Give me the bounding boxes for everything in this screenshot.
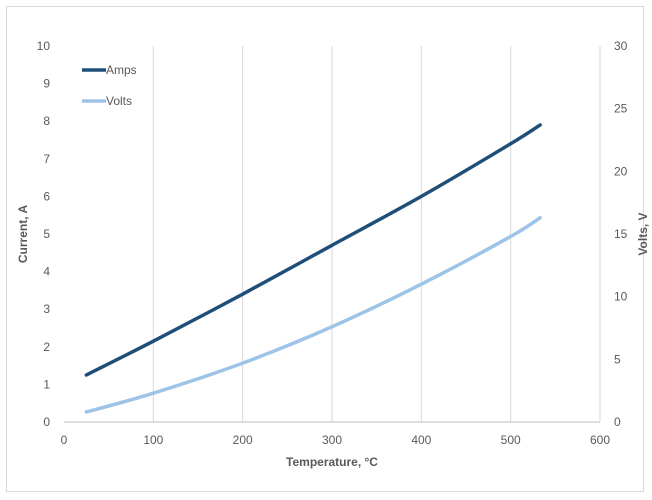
- y2-tick-label: 30: [614, 39, 628, 53]
- y-tick-label: 3: [43, 302, 50, 316]
- y-tick-label: 0: [43, 415, 50, 429]
- y-tick-label: 5: [43, 227, 50, 241]
- y-tick-label: 2: [43, 340, 50, 354]
- series-line-amps: [84, 123, 542, 377]
- y-tick-label: 8: [43, 114, 50, 128]
- legend-label-amps: Amps: [106, 63, 137, 77]
- series-lines: [84, 123, 542, 414]
- legend-item-volts: Volts: [82, 94, 132, 108]
- x-tick-label: 300: [322, 433, 342, 447]
- y-axis-title: Current, A: [16, 205, 30, 264]
- legend-item-amps: Amps: [82, 63, 137, 77]
- x-axis-title: Temperature, °C: [286, 455, 378, 469]
- y2-tick-label: 20: [614, 164, 628, 178]
- y-tick-label: 10: [37, 39, 51, 53]
- y2-axis-title: Volts, V: [636, 212, 650, 255]
- y-axis-ticks: 0 1 2 3 4 5 6 7 8 9 10: [37, 39, 51, 429]
- legend: Amps Volts: [82, 63, 137, 108]
- x-axis-ticks: 0 100 200 300 400 500 600: [61, 433, 611, 447]
- y-tick-label: 4: [43, 265, 50, 279]
- y2-tick-label: 5: [614, 352, 621, 366]
- y2-axis-ticks: 0 5 10 15 20 25 30: [614, 39, 628, 429]
- gridlines: [152, 46, 601, 422]
- x-tick-label: 600: [590, 433, 610, 447]
- legend-label-volts: Volts: [106, 94, 132, 108]
- x-tick-label: 200: [233, 433, 253, 447]
- x-tick-label: 0: [61, 433, 68, 447]
- y-tick-label: 6: [43, 189, 50, 203]
- y2-tick-label: 10: [614, 290, 628, 304]
- series-line-volts: [84, 215, 542, 414]
- y-tick-label: 9: [43, 77, 50, 91]
- y2-tick-label: 0: [614, 415, 621, 429]
- x-tick-label: 100: [143, 433, 163, 447]
- y-tick-label: 1: [43, 377, 50, 391]
- y2-tick-label: 15: [614, 227, 628, 241]
- y2-tick-label: 25: [614, 102, 628, 116]
- y-tick-label: 7: [43, 152, 50, 166]
- x-tick-label: 500: [501, 433, 521, 447]
- x-tick-label: 400: [411, 433, 431, 447]
